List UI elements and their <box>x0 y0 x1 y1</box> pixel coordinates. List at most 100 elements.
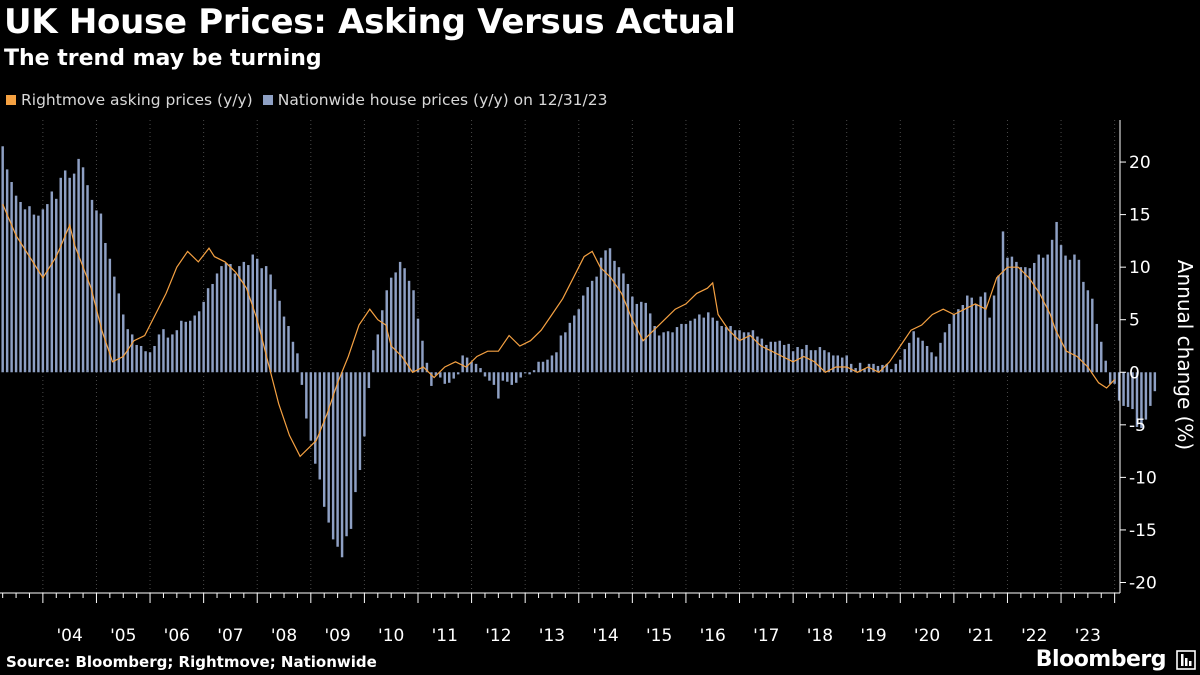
x-tick-label-2012: '12 <box>485 626 511 646</box>
bar-nationwide-222 <box>992 295 996 373</box>
bar-nationwide-48 <box>215 273 219 373</box>
bar-nationwide-2 <box>10 182 13 373</box>
bar-nationwide-118 <box>528 372 531 375</box>
bar-nationwide-113 <box>506 372 509 382</box>
bar-nationwide-70 <box>314 372 317 464</box>
bar-nationwide-195 <box>872 363 875 373</box>
bar-nationwide-155 <box>693 318 697 373</box>
bar-nationwide-30 <box>135 344 138 373</box>
bar-nationwide-12 <box>55 198 58 373</box>
bar-nationwide-57 <box>256 258 259 373</box>
bar-nationwide-218 <box>974 303 978 373</box>
line-series-rightmove <box>2 203 1116 458</box>
bar-nationwide-236 <box>1055 221 1058 373</box>
x-tick-label-2020: '20 <box>914 626 940 646</box>
x-tick-label-2007: '07 <box>217 626 243 646</box>
bar-nationwide-245 <box>1095 323 1099 373</box>
bar-nationwide-94 <box>421 340 424 373</box>
bar-nationwide-53 <box>238 266 241 373</box>
bar-nationwide-217 <box>970 297 973 373</box>
bar-nationwide-88 <box>394 272 397 373</box>
bar-nationwide-209 <box>934 356 938 373</box>
bar-nationwide-13 <box>59 177 62 373</box>
bar-nationwide-240 <box>1073 254 1076 373</box>
x-tick-label-2005: '05 <box>110 626 136 646</box>
bar-nationwide-249 <box>1113 372 1116 384</box>
bar-nationwide-128 <box>573 315 576 373</box>
bar-nationwide-127 <box>568 322 572 373</box>
bar-nationwide-168 <box>751 330 755 373</box>
bar-nationwide-106 <box>474 363 478 373</box>
bar-nationwide-86 <box>385 290 388 373</box>
bar-nationwide-255 <box>1140 372 1143 428</box>
bar-nationwide-22 <box>99 213 103 373</box>
bar-nationwide-73 <box>327 372 330 523</box>
bar-nationwide-83 <box>372 350 375 373</box>
bar-nationwide-40 <box>180 320 183 373</box>
bar-nationwide-164 <box>733 330 737 373</box>
bar-nationwide-75 <box>336 372 339 547</box>
bar-nationwide-145 <box>648 313 652 373</box>
bar-nationwide-160 <box>715 320 719 373</box>
bar-nationwide-25 <box>113 276 116 373</box>
bar-nationwide-21 <box>95 210 98 373</box>
bar-nationwide-186 <box>832 355 835 373</box>
bar-nationwide-248 <box>1108 372 1112 384</box>
bar-nationwide-11 <box>50 191 54 373</box>
bar-nationwide-52 <box>233 273 237 373</box>
bar-nationwide-189 <box>845 355 848 373</box>
bar-nationwide-24 <box>108 258 112 373</box>
bar-nationwide-243 <box>1086 290 1090 373</box>
bar-nationwide-49 <box>220 266 223 373</box>
bar-nationwide-90 <box>403 268 406 373</box>
bar-series-nationwide <box>1 146 1157 558</box>
bar-nationwide-108 <box>483 372 487 377</box>
y-axis-ticks: 20 15 10 5 0 -5 -10 -15 -20 <box>1120 153 1157 593</box>
bar-nationwide-257 <box>1149 372 1152 406</box>
bar-nationwide-200 <box>894 363 898 373</box>
bar-nationwide-216 <box>966 295 969 373</box>
y-tick-label--10: -10 <box>1129 468 1157 488</box>
bar-nationwide-184 <box>823 350 826 373</box>
bar-nationwide-92 <box>412 290 415 373</box>
bar-nationwide-78 <box>349 372 353 529</box>
bar-nationwide-112 <box>501 372 505 381</box>
bar-nationwide-250 <box>1117 372 1121 401</box>
bar-nationwide-64 <box>287 326 290 373</box>
bar-nationwide-154 <box>689 320 692 373</box>
bar-nationwide-229 <box>1024 267 1027 373</box>
bar-nationwide-102 <box>456 372 460 375</box>
bar-nationwide-196 <box>876 365 880 373</box>
bar-nationwide-131 <box>586 287 589 373</box>
bar-nationwide-0 <box>1 146 4 373</box>
bar-nationwide-7 <box>32 214 36 373</box>
x-tick-label-2014: '14 <box>592 626 618 646</box>
bar-nationwide-254 <box>1135 372 1139 427</box>
bar-nationwide-120 <box>537 361 540 373</box>
bar-nationwide-119 <box>532 370 536 373</box>
bar-nationwide-87 <box>389 277 393 373</box>
bar-nationwide-39 <box>175 330 179 373</box>
bar-nationwide-208 <box>930 352 933 373</box>
bar-nationwide-185 <box>827 352 831 373</box>
bar-nationwide-55 <box>247 265 250 373</box>
bar-nationwide-176 <box>787 343 790 373</box>
bar-nationwide-82 <box>367 372 371 389</box>
bar-nationwide-179 <box>800 349 804 373</box>
legend-item-actual: Nationwide house prices (y/y) on 12/31/2… <box>262 91 608 109</box>
bar-nationwide-138 <box>617 267 621 373</box>
bar-nationwide-33 <box>148 352 152 373</box>
bar-nationwide-212 <box>948 323 951 373</box>
y-tick-label--5: -5 <box>1129 416 1146 436</box>
bar-nationwide-115 <box>515 372 518 383</box>
y-tick-label-0: 0 <box>1129 363 1140 383</box>
y-tick-label-20: 20 <box>1129 153 1151 173</box>
bar-nationwide-121 <box>541 361 545 373</box>
bar-nationwide-203 <box>907 342 911 373</box>
bar-nationwide-77 <box>345 372 348 537</box>
bar-nationwide-29 <box>130 334 134 373</box>
bar-nationwide-181 <box>809 350 813 373</box>
bar-nationwide-158 <box>707 312 710 373</box>
bar-nationwide-213 <box>952 314 956 373</box>
bar-nationwide-156 <box>698 314 701 373</box>
